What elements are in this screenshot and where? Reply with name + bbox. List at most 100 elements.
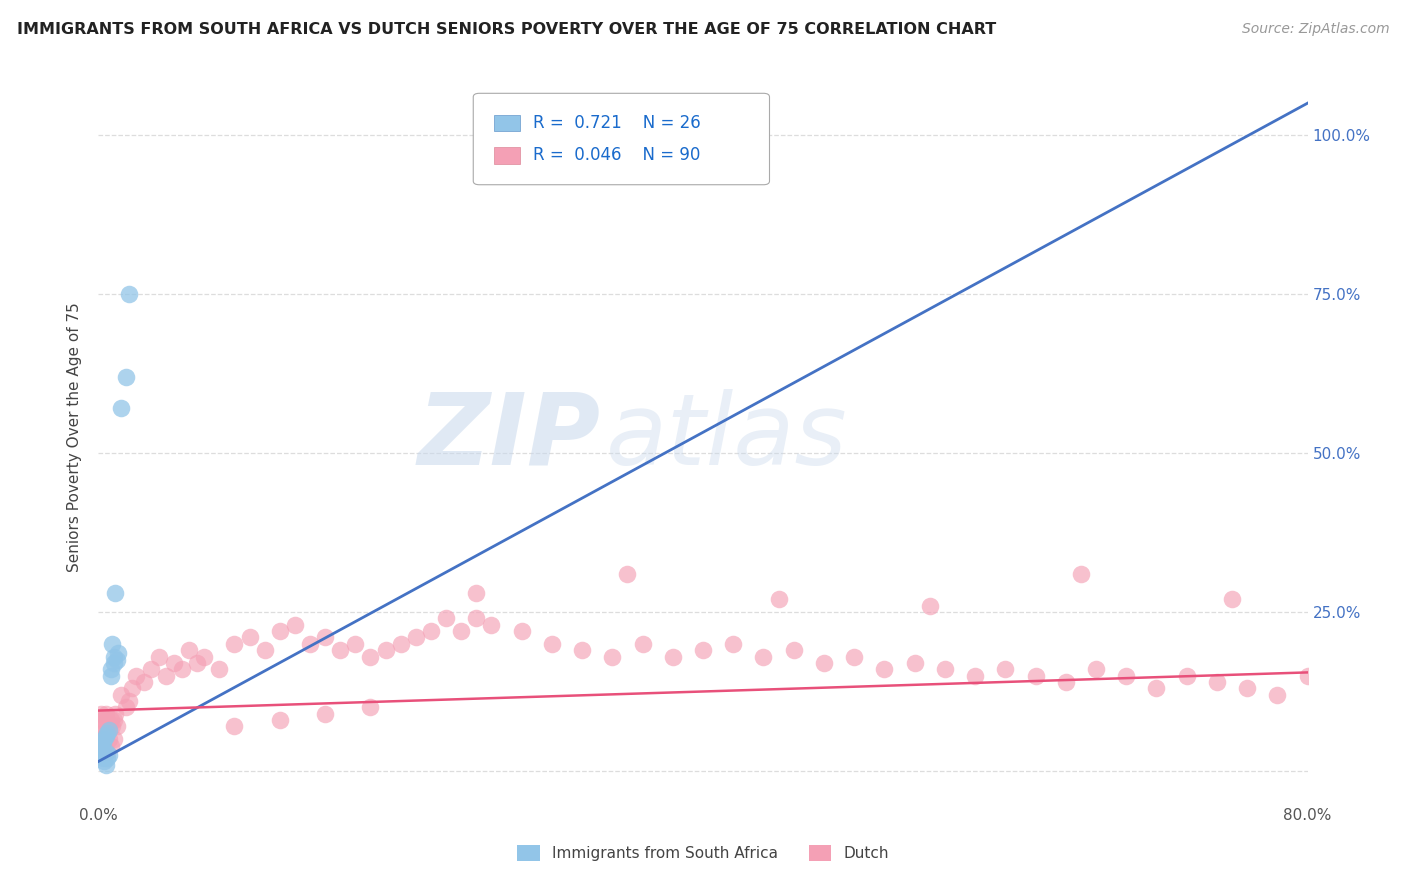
Point <box>89 745 111 759</box>
Point <box>269 713 291 727</box>
Point <box>450 624 472 638</box>
Point <box>510 624 533 638</box>
Point <box>344 637 367 651</box>
Point <box>465 611 488 625</box>
Point <box>91 732 114 747</box>
Point <box>813 656 835 670</box>
Point <box>141 662 163 676</box>
Point <box>94 726 117 740</box>
Point <box>360 649 382 664</box>
Point <box>118 287 141 301</box>
Point <box>98 748 121 763</box>
Point <box>132 675 155 690</box>
Point <box>918 599 941 613</box>
Point <box>105 719 128 733</box>
Point <box>465 586 488 600</box>
Point <box>1206 675 1229 690</box>
Point <box>481 617 503 632</box>
Point <box>571 643 593 657</box>
Point <box>125 668 148 682</box>
Point <box>1115 668 1137 682</box>
Point <box>299 637 322 651</box>
Point <box>163 656 186 670</box>
Point <box>105 653 128 667</box>
Point <box>253 643 276 657</box>
Point <box>208 662 231 676</box>
Point <box>103 649 125 664</box>
Legend: Immigrants from South Africa, Dutch: Immigrants from South Africa, Dutch <box>517 845 889 861</box>
Point <box>1070 566 1092 581</box>
Point <box>723 637 745 651</box>
Point <box>90 748 112 763</box>
Point <box>239 631 262 645</box>
Point <box>269 624 291 638</box>
Point <box>965 668 987 682</box>
Point <box>1296 668 1319 682</box>
Point <box>121 681 143 696</box>
Point <box>94 757 117 772</box>
Point <box>1220 592 1243 607</box>
Point <box>100 668 122 682</box>
Point <box>1144 681 1167 696</box>
Point <box>114 369 136 384</box>
Text: R =  0.721    N = 26: R = 0.721 N = 26 <box>533 113 700 131</box>
Point <box>224 719 246 733</box>
Point <box>284 617 307 632</box>
Point <box>374 643 396 657</box>
Point <box>93 732 115 747</box>
Point <box>904 656 927 670</box>
Point <box>602 649 624 664</box>
Point <box>114 700 136 714</box>
Point <box>616 566 638 581</box>
Point <box>100 662 122 676</box>
Point <box>314 631 336 645</box>
Point <box>420 624 443 638</box>
Point <box>94 729 117 743</box>
Point <box>110 688 132 702</box>
Point <box>94 706 117 721</box>
Point <box>91 719 114 733</box>
Text: IMMIGRANTS FROM SOUTH AFRICA VS DUTCH SENIORS POVERTY OVER THE AGE OF 75 CORRELA: IMMIGRANTS FROM SOUTH AFRICA VS DUTCH SE… <box>17 22 995 37</box>
Point <box>91 751 114 765</box>
Point <box>148 649 170 664</box>
FancyBboxPatch shape <box>494 114 520 130</box>
Point <box>93 755 115 769</box>
Point <box>389 637 412 651</box>
Point <box>103 713 125 727</box>
Point <box>90 726 112 740</box>
Point <box>1175 668 1198 682</box>
Point <box>104 706 127 721</box>
Point <box>93 739 115 753</box>
Point <box>93 713 115 727</box>
Point <box>103 732 125 747</box>
Point <box>98 732 121 747</box>
Point <box>1236 681 1258 696</box>
Point <box>94 745 117 759</box>
Point <box>96 713 118 727</box>
Text: Source: ZipAtlas.com: Source: ZipAtlas.com <box>1241 22 1389 37</box>
Point <box>89 713 111 727</box>
Point <box>170 662 193 676</box>
Point <box>104 586 127 600</box>
Point <box>844 649 866 664</box>
Point <box>193 649 215 664</box>
Point <box>101 637 124 651</box>
Text: atlas: atlas <box>606 389 848 485</box>
Point <box>329 643 352 657</box>
Y-axis label: Seniors Poverty Over the Age of 75: Seniors Poverty Over the Age of 75 <box>67 302 83 572</box>
Point <box>692 643 714 657</box>
Text: ZIP: ZIP <box>418 389 600 485</box>
Point <box>100 713 122 727</box>
Point <box>1085 662 1108 676</box>
Point <box>107 646 129 660</box>
Point <box>90 739 112 753</box>
Point <box>101 719 124 733</box>
Point <box>96 751 118 765</box>
Point <box>631 637 654 651</box>
Point <box>873 662 896 676</box>
Point <box>98 719 121 733</box>
Point <box>314 706 336 721</box>
Point <box>100 739 122 753</box>
Point <box>110 401 132 416</box>
Point <box>405 631 427 645</box>
